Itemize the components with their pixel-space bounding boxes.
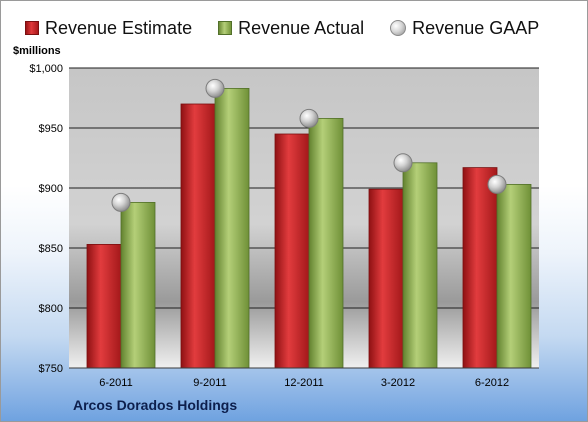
legend-swatch-actual bbox=[218, 21, 233, 35]
point-revenue-gaap bbox=[205, 78, 225, 98]
legend-item-estimate: Revenue Estimate bbox=[25, 18, 192, 39]
point-revenue-gaap bbox=[299, 108, 319, 128]
y-tick-label: $900 bbox=[39, 183, 63, 195]
y-tick-label: $1,000 bbox=[29, 63, 63, 75]
x-tick-label: 12-2011 bbox=[284, 377, 324, 389]
y-axis-label: $millions bbox=[13, 45, 61, 57]
legend-label-gaap: Revenue GAAP bbox=[412, 17, 540, 38]
point-revenue-gaap bbox=[111, 192, 131, 212]
legend-item-actual: Revenue Actual bbox=[218, 18, 364, 39]
bar-revenue-estimate bbox=[180, 103, 216, 369]
x-tick-label: 9-2011 bbox=[193, 377, 226, 389]
company-name: Arcos Dorados Holdings bbox=[73, 397, 238, 413]
bar-revenue-actual bbox=[308, 118, 344, 369]
legend-label-actual: Revenue Actual bbox=[238, 17, 365, 38]
bar-revenue-estimate bbox=[462, 167, 498, 369]
x-tick-label: 6-2011 bbox=[99, 377, 132, 389]
y-tick-label: $850 bbox=[39, 243, 63, 255]
bar-revenue-actual bbox=[214, 88, 250, 369]
bar-revenue-actual bbox=[120, 201, 156, 369]
legend-label-estimate: Revenue Estimate bbox=[45, 17, 193, 38]
point-revenue-gaap bbox=[393, 153, 413, 173]
y-tick-label: $950 bbox=[39, 123, 63, 135]
x-tick-label: 3-2012 bbox=[381, 377, 415, 389]
bar-revenue-estimate bbox=[274, 133, 310, 369]
bar-revenue-estimate bbox=[368, 188, 404, 369]
bar-revenue-actual bbox=[402, 162, 438, 369]
legend-item-gaap: Revenue GAAP bbox=[390, 18, 539, 39]
legend-swatch-estimate bbox=[25, 21, 39, 35]
bar-revenue-actual bbox=[496, 183, 532, 369]
y-tick-label: $750 bbox=[39, 363, 63, 375]
legend-swatch-gaap bbox=[390, 20, 407, 36]
chart-legend: Revenue Estimate Revenue Actual Revenue … bbox=[25, 15, 565, 41]
point-revenue-gaap bbox=[487, 174, 507, 194]
x-tick-label: 6-2012 bbox=[475, 377, 509, 389]
y-tick-label: $800 bbox=[39, 303, 63, 315]
bar-revenue-estimate bbox=[86, 243, 122, 369]
